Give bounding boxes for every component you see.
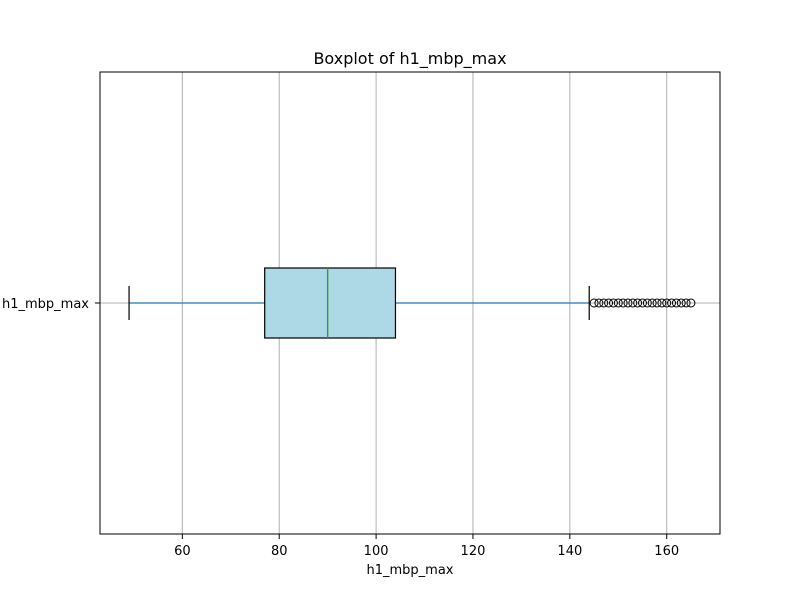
outlier-point (633, 298, 643, 308)
outlier-point (628, 298, 638, 308)
outlier-point (599, 298, 609, 308)
outlier-point (638, 298, 647, 308)
outlier-point (676, 298, 686, 308)
x-tick-label: 120 (461, 544, 486, 559)
x-tick-label: 140 (557, 544, 582, 559)
x-tick-label: 160 (654, 544, 679, 559)
outlier-point (657, 298, 667, 308)
outlier-point (647, 298, 657, 308)
y-tick-label: h1_mbp_max (2, 297, 89, 312)
iqr-box (264, 267, 397, 339)
outlier-point (652, 298, 662, 308)
outlier-point (671, 298, 681, 308)
outlier-point (667, 298, 677, 308)
outlier-point (642, 298, 652, 308)
outlier-point (594, 298, 604, 308)
outlier-point (604, 298, 614, 308)
outlier-point (613, 298, 623, 308)
x-tick-label: 80 (271, 544, 288, 559)
chart-title: Boxplot of h1_mbp_max (313, 49, 506, 69)
boxplot-layer (128, 267, 696, 339)
outlier-point (608, 298, 618, 308)
outlier-point (662, 298, 672, 308)
x-tick-label: 100 (364, 544, 389, 559)
x-tick-label: 60 (174, 544, 191, 559)
x-axis-ticks: 60 80 100 120 140 160 (174, 534, 679, 559)
outlier-point (623, 298, 633, 308)
outlier-point (618, 298, 628, 308)
x-axis-label: h1_mbp_max (366, 563, 453, 578)
outlier-point (686, 298, 696, 308)
outlier-point (589, 298, 599, 308)
outlier-point (681, 298, 691, 308)
